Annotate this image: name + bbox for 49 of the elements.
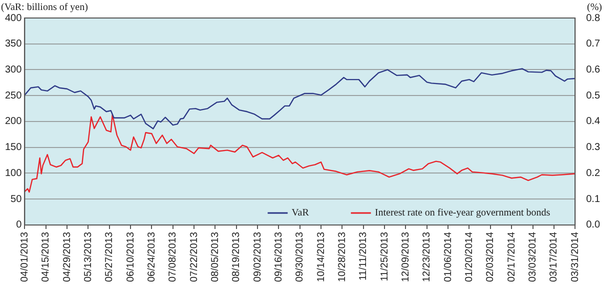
x-tick-label: 02/17/2014 xyxy=(506,232,518,282)
y-tick-label: 50 xyxy=(10,194,22,205)
x-tick-label: 08/05/2013 xyxy=(210,232,221,282)
y-tick-label: 150 xyxy=(4,142,22,154)
x-tick-label: 03/03/2014 xyxy=(528,232,539,282)
x-tick-label: 06/24/2013 xyxy=(146,232,158,282)
y-tick-label: 350 xyxy=(4,38,22,50)
x-tick-label: 05/27/2013 xyxy=(104,232,116,282)
x-tick-label: 01/20/2014 xyxy=(464,232,475,282)
y2-tick-label: 0.5 xyxy=(586,90,600,102)
x-tick-label: 04/29/2013 xyxy=(62,232,73,282)
x-tick-label: 12/23/2013 xyxy=(422,232,433,282)
y2-tick-label: 0.8 xyxy=(586,12,600,24)
x-tick-label: 11/25/2013 xyxy=(379,232,390,282)
y2-tick-label: 0.0 xyxy=(586,220,600,231)
y2-tick-label: 0.4 xyxy=(586,116,600,128)
x-tick-label: 08/19/2013 xyxy=(231,232,242,282)
x-tick-label: 09/16/2013 xyxy=(273,232,284,282)
legend-label: Interest rate on five-year government bonds xyxy=(374,208,550,219)
y2-axis-title: (%) xyxy=(587,2,602,13)
legend-label: VaR xyxy=(292,208,310,219)
y2-tick-label: 0.7 xyxy=(586,38,600,50)
y-tick-label: 200 xyxy=(4,116,22,128)
y2-tick-label: 0.1 xyxy=(586,194,600,205)
y-tick-label: 300 xyxy=(4,64,22,76)
x-tick-label: 07/22/2013 xyxy=(188,232,200,282)
x-tick-label: 10/14/2013 xyxy=(316,232,327,282)
x-tick-label: 02/03/2014 xyxy=(485,232,496,282)
y-tick-label: 250 xyxy=(4,90,22,102)
x-tick-label: 09/30/2013 xyxy=(294,232,306,282)
x-tick-label: 04/15/2013 xyxy=(40,232,52,282)
y2-tick-label: 0.2 xyxy=(586,168,600,179)
y-axis-title: (VaR: billions of yen) xyxy=(1,2,88,13)
y-tick-label: 0 xyxy=(16,220,22,231)
x-tick-label: 03/17/2014 xyxy=(548,232,560,282)
y2-tick-label: 0.6 xyxy=(586,64,600,76)
x-tick-label: 10/28/2013 xyxy=(336,232,348,282)
y-tick-label: 400 xyxy=(4,12,22,24)
x-tick-label: 09/02/2013 xyxy=(252,232,264,282)
x-tick-label: 04/01/2013 xyxy=(19,232,30,282)
x-tick-label: 12/09/2013 xyxy=(400,232,412,282)
x-tick-label: 11/11/2013 xyxy=(358,232,370,281)
x-tick-label: 01/06/2014 xyxy=(442,232,454,282)
x-tick-label: 05/13/2013 xyxy=(82,232,94,282)
x-tick-label: 06/10/2013 xyxy=(125,232,136,282)
x-tick-label: 07/08/2013 xyxy=(168,232,179,282)
x-tick-label: 03/31/2014 xyxy=(570,232,581,282)
y-tick-label: 100 xyxy=(4,168,22,179)
y2-tick-label: 0.3 xyxy=(586,142,600,154)
